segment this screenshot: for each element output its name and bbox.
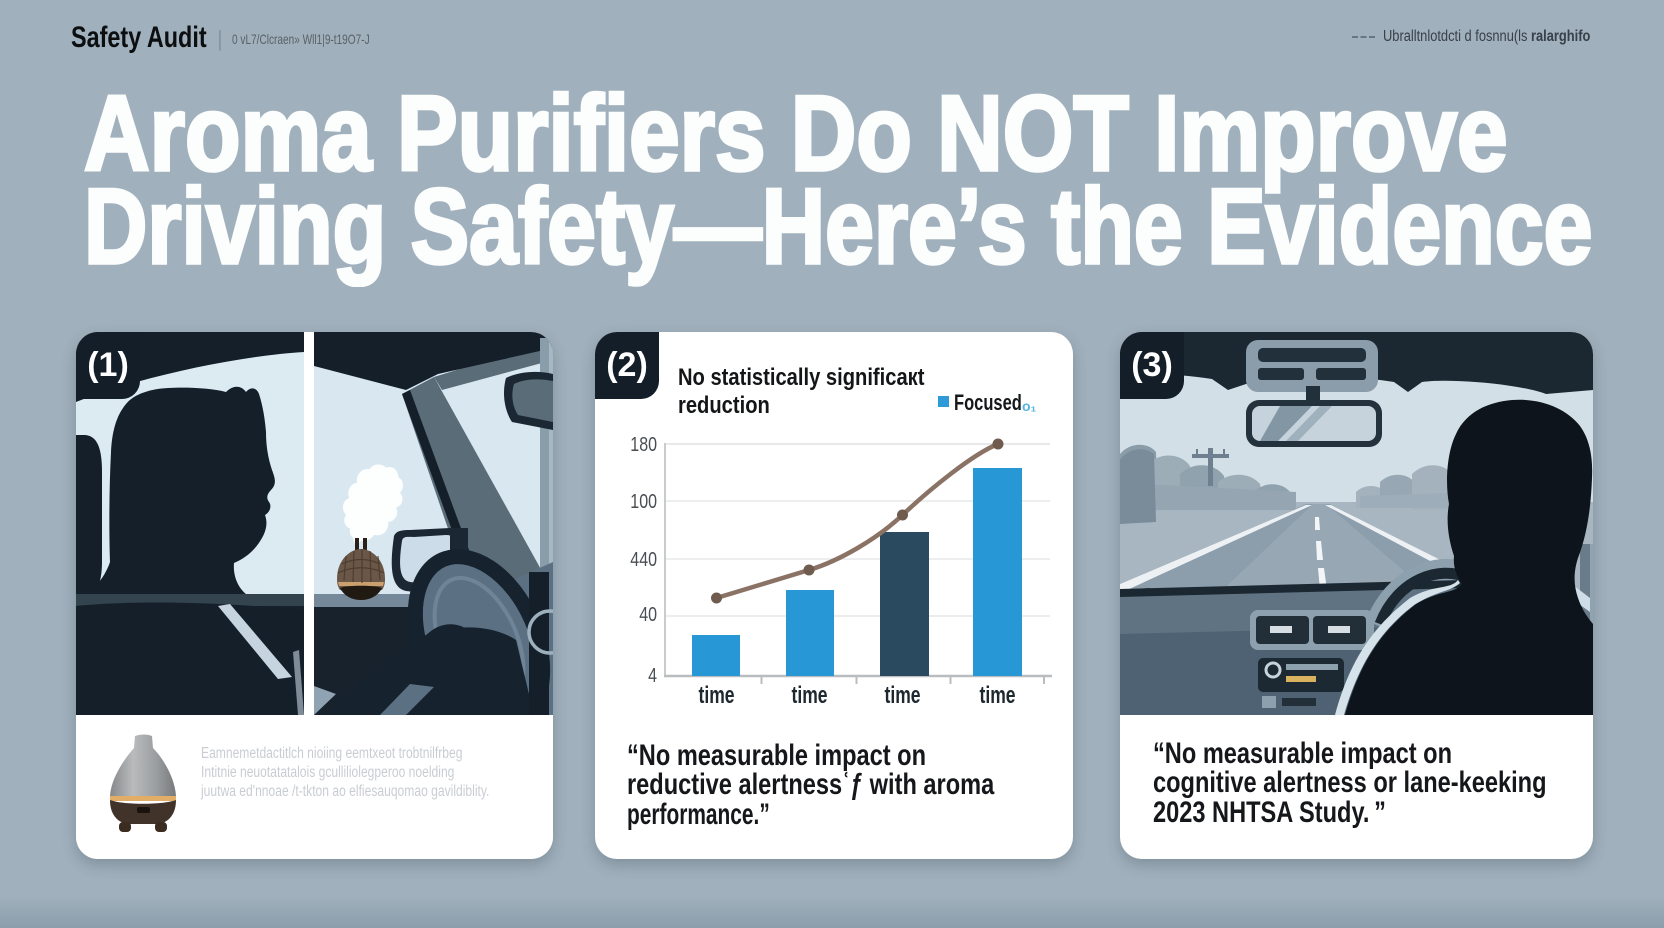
svg-text:100: 100	[630, 490, 657, 512]
svg-text:40: 40	[639, 603, 657, 625]
svg-text:4: 4	[648, 664, 657, 686]
svg-text:time: time	[884, 682, 920, 708]
svg-text:time: time	[979, 682, 1015, 708]
svg-text:180: 180	[630, 433, 657, 455]
svg-text:440: 440	[630, 548, 657, 570]
svg-text:time: time	[791, 682, 827, 708]
svg-text:time: time	[698, 682, 734, 708]
